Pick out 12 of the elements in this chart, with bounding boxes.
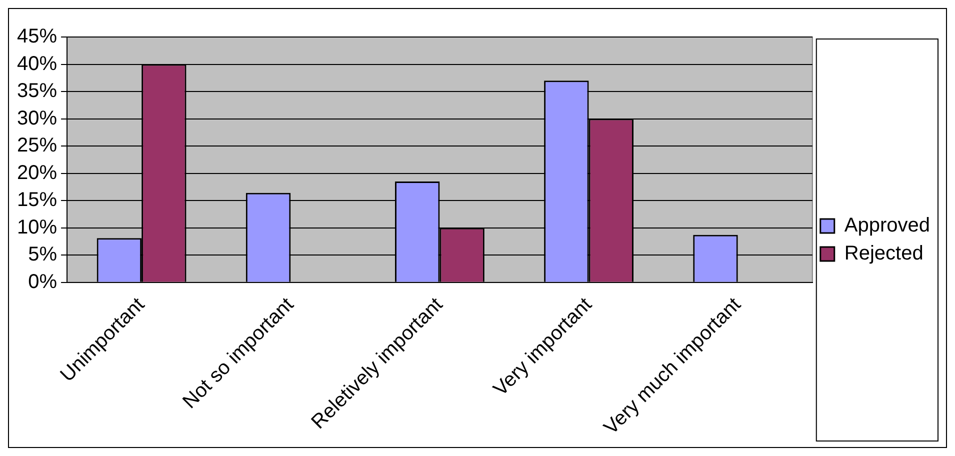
y-tick-label: 45%: [17, 26, 58, 48]
legend-label: Approved: [844, 214, 930, 237]
y-tick-label: 40%: [17, 52, 58, 75]
y-tick-label: 30%: [17, 107, 58, 130]
y-tick-label: 35%: [17, 80, 58, 102]
y-tick-label: 10%: [17, 216, 58, 238]
y-tick-label: 0%: [28, 270, 58, 293]
y-tick-label: 25%: [17, 134, 58, 157]
legend-label: Rejected: [844, 242, 924, 265]
y-tick-label: 5%: [28, 244, 58, 266]
y-tick-label: 15%: [17, 189, 58, 212]
y-tick-label: 20%: [17, 162, 58, 184]
